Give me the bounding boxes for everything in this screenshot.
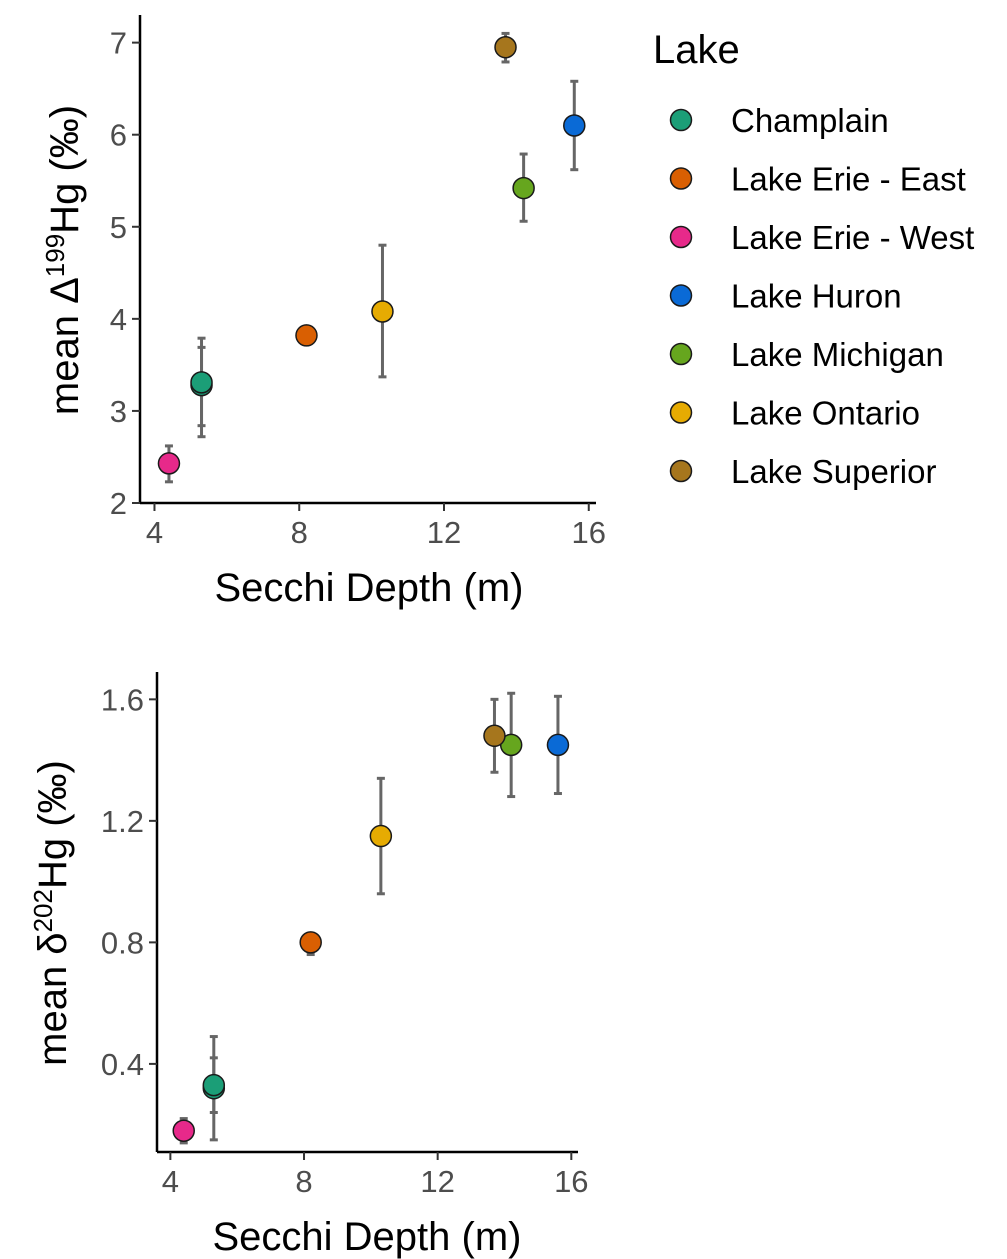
legend-key-champlain: [669, 108, 693, 132]
data-point-lake-superior: [494, 35, 517, 59]
legend-label-lake-erie-east: Lake Erie - East: [731, 161, 966, 198]
y-tick-label: 5: [110, 210, 127, 245]
legend-key-lake-erie-west: [669, 225, 693, 249]
x-tick-label: 12: [420, 1164, 454, 1199]
x-axis-title: Secchi Depth (m): [215, 566, 524, 610]
x-tick-label: 8: [291, 515, 308, 550]
data-point-lake-michigan: [512, 176, 535, 200]
y-axis-title-prefix: mean Δ: [43, 277, 87, 415]
x-tick-label: 16: [572, 515, 606, 550]
delta202-panel: mean δ202Hg (‰) Secchi Depth (m) 4 8 12 16 0…: [28, 672, 589, 1259]
legend: Lake Champlain Lake Erie - East Lake Erie …: [653, 28, 974, 490]
x-tick-label: 4: [146, 515, 163, 550]
data-point-lake-huron: [546, 733, 570, 757]
data-point-lake-erie-west: [157, 452, 181, 475]
legend-label-champlain: Champlain: [731, 102, 889, 139]
legend-label-lake-ontario: Lake Ontario: [731, 395, 920, 432]
legend-key-lake-superior: [669, 459, 693, 483]
y-axis-title-superscript: 199: [40, 234, 70, 277]
legend-key-lake-huron: [669, 284, 693, 307]
y-tick-label: 0.8: [101, 925, 144, 960]
legend-label-lake-erie-west: Lake Erie - West: [731, 219, 974, 256]
y-tick-label: 0.4: [101, 1047, 144, 1082]
y-axis-title-suffix: Hg (‰): [43, 105, 87, 234]
x-tick-label: 12: [427, 515, 461, 550]
x-tick-label: 4: [162, 1164, 179, 1199]
y-axis-title: mean Δ199Hg (‰): [40, 105, 87, 415]
legend-label-lake-huron: Lake Huron: [731, 278, 902, 315]
x-tick-label: 16: [554, 1164, 588, 1199]
legend-label-lake-superior: Lake Superior: [731, 453, 936, 490]
y-axis-title: mean δ202Hg (‰): [28, 760, 75, 1066]
legend-key-lake-ontario: [669, 401, 693, 424]
y-tick-label: 1.2: [101, 804, 144, 839]
y-tick-label: 4: [110, 302, 127, 337]
y-axis-title-prefix: mean δ: [31, 932, 75, 1065]
y-tick-label: 7: [110, 26, 127, 61]
y-tick-label: 6: [110, 118, 127, 153]
y-tick-label: 3: [110, 394, 127, 429]
y-axis-title-superscript: 202: [28, 889, 58, 932]
data-point-champlain: [190, 371, 213, 394]
data-point-lake-superior: [483, 724, 506, 748]
data-point-lake-huron: [563, 114, 586, 137]
x-tick-label: 8: [295, 1164, 312, 1199]
data-point-lake-erie-east: [299, 931, 322, 954]
data-point-lake-ontario: [369, 824, 393, 848]
data-point-lake-erie-east: [295, 324, 318, 347]
legend-label-lake-michigan: Lake Michigan: [731, 336, 944, 373]
x-axis-title: Secchi Depth (m): [213, 1215, 522, 1259]
legend-key-lake-michigan: [669, 342, 693, 366]
data-point-lake-erie-west: [172, 1119, 195, 1142]
data-point-lake-ontario: [371, 300, 394, 323]
delta199-panel: mean Δ199Hg (‰) Secchi Depth (m) 4 8 12 16 2…: [40, 15, 606, 610]
legend-title: Lake: [653, 28, 740, 72]
y-axis-title-suffix: Hg (‰): [31, 760, 75, 889]
y-tick-label: 2: [110, 486, 127, 521]
legend-key-lake-erie-east: [669, 167, 693, 190]
data-point-champlain: [202, 1073, 226, 1097]
y-tick-label: 1.6: [101, 682, 144, 717]
